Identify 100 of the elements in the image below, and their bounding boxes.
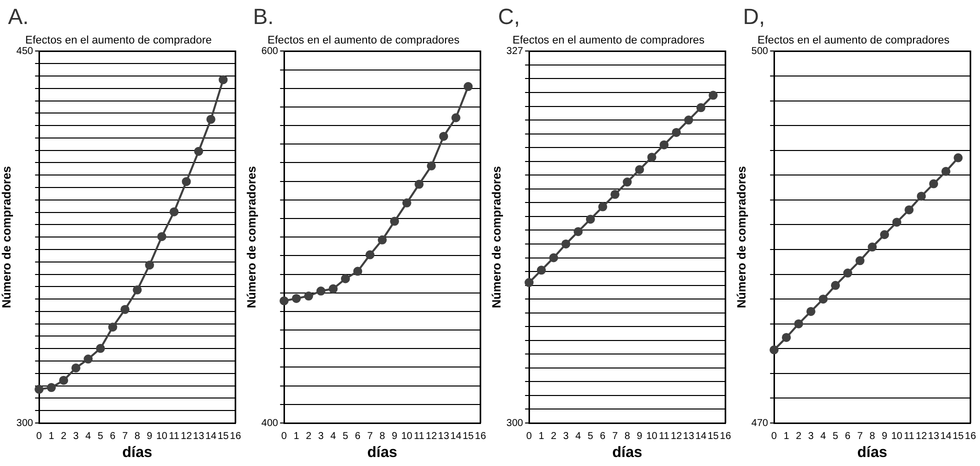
x-tick-label: 6 <box>844 430 851 442</box>
point <box>46 383 56 392</box>
x-tick-label: 13 <box>928 430 940 442</box>
x-tick-label: 16 <box>964 430 976 442</box>
point <box>830 280 840 290</box>
x-tick-label: 11 <box>658 430 670 442</box>
x-tick-label: 12 <box>670 430 682 442</box>
point <box>328 284 338 294</box>
point <box>708 90 718 100</box>
x-tick-label: 0 <box>526 430 532 442</box>
x-tick-label: 2 <box>60 430 67 442</box>
point <box>280 296 289 306</box>
x-tick-label: 2 <box>550 430 557 442</box>
x-axis-title: días <box>857 444 888 462</box>
point <box>660 140 669 150</box>
y-axis-title: Número de compradores <box>490 166 504 308</box>
point <box>880 230 890 240</box>
point <box>157 232 166 242</box>
text: D, <box>743 4 765 29</box>
point <box>59 376 68 385</box>
point <box>464 82 473 92</box>
point <box>770 345 779 354</box>
y-axis-title: Número de compradores <box>244 166 259 308</box>
point <box>120 304 130 314</box>
x-tick-label: 11 <box>904 430 915 442</box>
x-tick-label: 0 <box>36 430 42 442</box>
x-tick-label: 5 <box>588 430 594 442</box>
point <box>218 75 228 84</box>
point <box>108 322 118 332</box>
x-axis-title: días <box>367 444 398 462</box>
y-tick-label: 300 <box>506 418 524 429</box>
x-tick-label: 0 <box>281 430 288 442</box>
point <box>206 114 216 124</box>
point <box>316 286 326 296</box>
y-tick-label: 300 <box>16 418 34 429</box>
point <box>182 177 191 186</box>
y-axis-title: Número de compradores <box>0 166 14 308</box>
x-tick-label: 15 <box>218 430 230 442</box>
x-tick-label: 11 <box>414 430 425 442</box>
x-tick-label: 8 <box>624 430 630 442</box>
point <box>672 128 681 137</box>
x-tick-label: 4 <box>820 430 826 442</box>
point <box>794 319 804 328</box>
point <box>292 294 301 303</box>
x-tick-label: 8 <box>869 430 876 442</box>
x-tick-label: 16 <box>230 430 242 442</box>
x-tick-label: 11 <box>168 430 180 442</box>
y-tick-label: 450 <box>16 46 34 57</box>
x-tick-label: 0 <box>771 430 778 442</box>
point <box>426 161 436 170</box>
x-tick-label: 8 <box>379 430 386 442</box>
x-tick-label: 15 <box>952 430 964 442</box>
x-tick-label: 10 <box>891 430 903 442</box>
x-tick-label: 13 <box>438 430 450 442</box>
point <box>954 153 963 162</box>
x-tick-label: 8 <box>134 430 140 442</box>
x-tick-label: 10 <box>156 430 168 442</box>
text: C, <box>498 4 520 29</box>
x-tick-label: 7 <box>857 430 864 442</box>
x-tick-label: 16 <box>720 430 732 442</box>
x-tick-label: 4 <box>575 430 582 442</box>
point <box>598 202 608 212</box>
point <box>561 239 570 248</box>
point <box>635 165 644 174</box>
point <box>71 363 80 372</box>
x-tick-label: 1 <box>538 430 545 442</box>
point <box>96 344 105 353</box>
point <box>696 103 706 112</box>
chart-title: Efectos en el aumento de compradores <box>757 34 950 47</box>
point <box>194 146 204 156</box>
point <box>818 294 828 304</box>
point <box>145 260 154 270</box>
y-tick-label: 400 <box>261 418 279 429</box>
point <box>402 198 412 208</box>
point <box>622 178 632 187</box>
x-tick-label: 7 <box>122 430 128 442</box>
point <box>536 266 546 275</box>
point <box>843 268 852 278</box>
point <box>941 166 950 176</box>
x-tick-label: 14 <box>940 430 952 442</box>
point <box>378 235 387 244</box>
point <box>451 113 460 122</box>
x-tick-label: 4 <box>330 430 336 442</box>
point <box>84 354 93 364</box>
y-tick-label: 470 <box>751 418 769 429</box>
point <box>365 250 374 260</box>
point <box>782 332 791 342</box>
x-tick-label: 1 <box>294 430 300 442</box>
chart-title: Efectos en el aumento de compradores <box>512 34 705 47</box>
y-axis-title: Número de compradores <box>734 166 749 308</box>
point <box>340 274 350 284</box>
x-tick-label: 2 <box>306 430 312 442</box>
x-tick-label: 7 <box>367 430 374 442</box>
text: A. <box>8 4 29 29</box>
x-tick-label: 5 <box>98 430 104 442</box>
x-tick-label: 10 <box>646 430 658 442</box>
point <box>929 179 938 188</box>
x-tick-label: 5 <box>342 430 349 442</box>
point <box>610 190 620 199</box>
point <box>439 132 448 141</box>
